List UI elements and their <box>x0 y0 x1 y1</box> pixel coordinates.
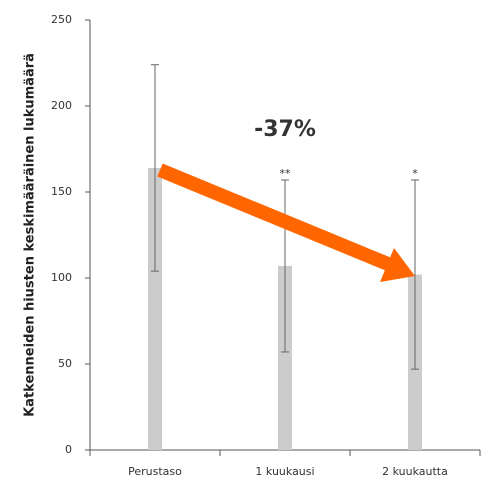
x-tick-label: 2 kuukautta <box>382 465 448 478</box>
annotation: -37% <box>254 117 316 142</box>
y-tick-label: 100 <box>51 271 72 284</box>
trend-arrow <box>157 163 391 271</box>
x-tick-label: Perustaso <box>128 465 182 478</box>
y-tick-label: 250 <box>51 13 72 26</box>
y-tick-label: 150 <box>51 185 72 198</box>
arrow-head <box>380 248 415 282</box>
significance-label: ** <box>280 167 292 180</box>
y-axis-label: Katkenneiden hiusten keskimääräinen luku… <box>23 53 38 417</box>
bar <box>148 167 162 451</box>
significance-label: * <box>412 167 418 180</box>
y-tick-label: 0 <box>65 443 72 456</box>
x-ticks <box>89 450 481 456</box>
x-tick-label: 1 kuukausi <box>255 465 314 478</box>
y-tick-label: 200 <box>51 99 72 112</box>
bar <box>278 265 292 450</box>
y-tick-label: 50 <box>58 357 72 370</box>
